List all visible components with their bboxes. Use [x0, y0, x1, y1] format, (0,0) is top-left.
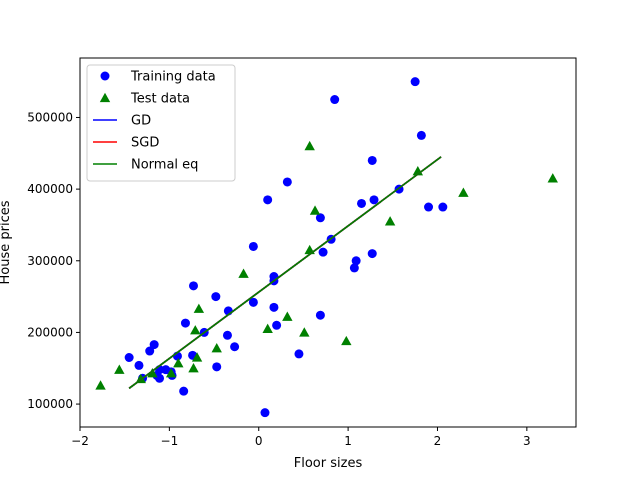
legend-marker: [100, 71, 110, 81]
data-point: [193, 303, 205, 313]
data-point: [349, 263, 359, 273]
data-point: [114, 364, 125, 374]
data-point: [304, 140, 315, 151]
y-tick-label: 500000: [27, 110, 73, 124]
y-axis-label: House prices: [0, 200, 13, 284]
y-tick-label: 300000: [27, 254, 73, 268]
data-point: [315, 213, 325, 223]
data-point: [211, 292, 221, 302]
x-tick-label: 1: [344, 434, 352, 448]
legend-label: Test data: [130, 92, 190, 107]
legend-marker: [99, 92, 111, 103]
legend-label: Training data: [130, 70, 216, 85]
data-point: [248, 297, 258, 307]
y-tick-label: 200000: [27, 325, 73, 339]
series-test-data: [95, 140, 558, 390]
series-layer: [95, 77, 558, 418]
data-point: [318, 247, 328, 257]
x-tick-label: 2: [434, 434, 442, 448]
data-point: [260, 408, 270, 418]
data-point: [222, 330, 232, 340]
legend-item: Training data: [100, 70, 216, 85]
data-point: [357, 198, 367, 208]
data-point: [272, 320, 282, 330]
data-point: [190, 325, 201, 335]
data-point: [424, 202, 434, 212]
data-point: [211, 342, 222, 353]
data-point: [147, 368, 158, 378]
x-axis-label: Floor sizes: [294, 456, 363, 471]
data-point: [367, 249, 377, 259]
data-point: [269, 302, 279, 312]
x-tick-label: 0: [255, 434, 263, 448]
series-line-top-normal-eq: [128, 156, 442, 389]
plot-area: −2 −1 0 1 2 3 100000200000300000400000500000 …: [0, 57, 577, 471]
legend-item: GD: [93, 114, 151, 129]
data-point: [299, 327, 310, 337]
data-point: [369, 195, 379, 205]
x-tick-label: −1: [161, 434, 179, 448]
data-point: [188, 363, 199, 373]
legend-label: SGD: [131, 136, 159, 151]
data-point: [179, 386, 189, 396]
data-point: [294, 349, 304, 359]
data-point: [351, 256, 361, 266]
data-point: [95, 380, 106, 390]
data-point: [416, 130, 426, 140]
legend-item: Test data: [99, 92, 190, 107]
data-point: [367, 155, 377, 165]
data-point: [282, 311, 293, 321]
data-point: [330, 95, 340, 105]
legend-item: SGD: [93, 136, 159, 151]
data-point: [438, 202, 448, 212]
legend-label: Normal eq: [131, 158, 198, 173]
data-point: [315, 310, 325, 320]
data-point: [230, 342, 240, 352]
x-tick-label: 3: [523, 434, 531, 448]
data-point: [384, 216, 396, 226]
data-point: [173, 358, 184, 368]
x-tick-label: −2: [71, 434, 89, 448]
data-point: [341, 335, 352, 346]
data-point: [309, 205, 321, 215]
data-point: [155, 373, 165, 383]
legend-label: GD: [131, 114, 151, 129]
data-point: [149, 340, 159, 350]
data-point: [134, 360, 144, 370]
data-point: [180, 318, 190, 328]
legend: Training data Test data GD SGD Normal eq: [86, 64, 236, 182]
x-axis-ticks: −2 −1 0 1 2 3: [71, 427, 531, 448]
y-tick-label: 400000: [27, 182, 73, 196]
data-point: [124, 352, 134, 362]
data-point: [191, 352, 203, 362]
data-point: [212, 362, 222, 372]
data-point: [145, 346, 155, 356]
data-point: [188, 281, 198, 291]
y-tick-label: 100000: [27, 397, 73, 411]
data-point: [263, 195, 273, 205]
data-point: [238, 268, 249, 278]
data-point: [248, 241, 258, 251]
data-point: [165, 368, 177, 378]
data-point: [410, 77, 420, 87]
data-point: [547, 173, 558, 183]
y-axis-ticks: 100000 200000 300000 400000 500000: [27, 110, 80, 411]
data-point: [282, 177, 292, 187]
data-point: [262, 323, 273, 333]
legend-box: [86, 64, 236, 182]
data-point: [458, 187, 469, 197]
axes-frame: [79, 57, 577, 428]
legend-item: Normal eq: [93, 158, 198, 173]
